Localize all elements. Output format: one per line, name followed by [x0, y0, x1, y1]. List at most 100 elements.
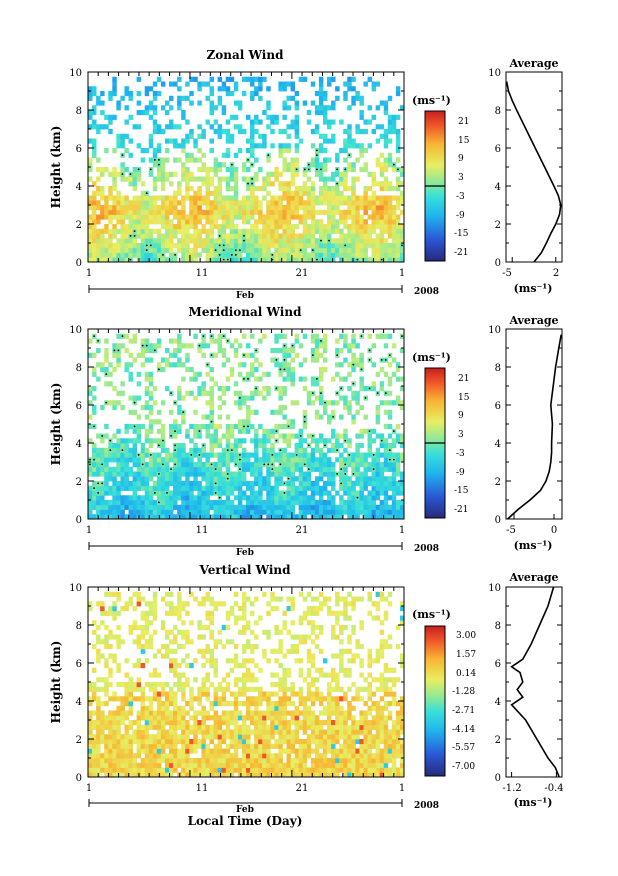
heatmap-cell [359, 357, 364, 363]
heatmap-cell [181, 767, 186, 773]
heatmap-cell [379, 167, 385, 173]
heatmap-cell [355, 509, 360, 515]
heatmap-cell [250, 648, 255, 654]
heatmap-cell [148, 490, 154, 496]
heatmap-cell [128, 625, 133, 631]
heatmap-cell [193, 481, 198, 487]
heatmap-cell [189, 705, 194, 711]
heatmap-cell [189, 686, 194, 692]
heatmap-cell [371, 176, 377, 182]
heatmap-cell [197, 433, 202, 439]
heatmap-cell [371, 190, 377, 196]
heatmap-cell [229, 509, 235, 515]
heatmap-cell [298, 76, 304, 82]
heatmap-cell [88, 257, 93, 263]
heatmap-cell [205, 734, 210, 740]
heatmap-cell [250, 95, 255, 101]
heatmap-cell [209, 105, 214, 111]
zero-contour-dot [239, 396, 241, 399]
zero-contour-dot [174, 444, 177, 447]
heatmap-cell [347, 167, 352, 173]
heatmap-cell [278, 247, 283, 253]
heatmap-cell [197, 390, 202, 396]
heatmap-cell [201, 209, 206, 215]
heatmap-cell [355, 91, 360, 97]
heatmap-cell [225, 762, 231, 768]
average-profile-line [505, 81, 562, 263]
heatmap-cell [225, 133, 231, 139]
heatmap-cell [314, 252, 320, 258]
heatmap-cell [237, 400, 243, 406]
heatmap-cell [173, 767, 178, 773]
heatmap-cell [310, 338, 316, 344]
heatmap-cell [331, 514, 336, 520]
heatmap-cell [116, 447, 121, 453]
heatmap-cell [152, 181, 158, 187]
heatmap-cell [254, 86, 259, 92]
heatmap-cell [136, 658, 142, 664]
heatmap-cell [318, 95, 324, 101]
heatmap-cell [96, 219, 101, 225]
heatmap-cell [96, 658, 101, 664]
heatmap-cell [132, 500, 138, 506]
heatmap-cell [266, 452, 271, 458]
heatmap-cell [92, 200, 97, 206]
heatmap-cell [112, 490, 117, 496]
heatmap-cell [104, 758, 109, 764]
heatmap-cell [250, 129, 255, 135]
heatmap-cell [387, 390, 393, 396]
heatmap-cell [108, 485, 113, 491]
heatmap-cell [322, 190, 328, 196]
heatmap-cell [290, 162, 296, 168]
heatmap-cell [286, 452, 291, 458]
zero-contour-dot [344, 439, 347, 442]
heatmap-cell [144, 376, 150, 382]
heatmap-cell [282, 86, 287, 92]
heatmap-cell [290, 124, 296, 130]
heatmap-cell [164, 753, 170, 759]
heatmap-cell [322, 176, 328, 182]
heatmap-cell [185, 152, 190, 158]
heatmap-cell [144, 105, 150, 111]
heatmap-cell [136, 724, 142, 730]
heatmap-cell [355, 124, 360, 130]
heatmap-cell [132, 195, 138, 201]
heatmap-cell [375, 495, 381, 501]
heatmap-cell [177, 610, 182, 616]
heatmap-cell [241, 758, 247, 764]
heatmap-cell [181, 143, 186, 149]
heatmap-cell [136, 228, 142, 234]
heatmap-cell [331, 214, 336, 220]
heatmap-cell [387, 400, 393, 406]
heatmap-cell [88, 386, 93, 392]
heatmap-cell [335, 152, 340, 158]
heatmap-cell [327, 176, 332, 182]
heatmap-cell [160, 682, 166, 688]
heatmap-cell [322, 114, 328, 120]
heatmap-cell [177, 762, 182, 768]
heatmap-cell [108, 190, 113, 196]
heatmap-cell [92, 620, 97, 626]
heatmap-cell [177, 181, 182, 187]
heatmap-cell [104, 338, 109, 344]
heatmap-cell [237, 252, 243, 258]
heatmap-cell [124, 209, 129, 215]
heatmap-cell [124, 167, 129, 173]
heatmap-cell [363, 514, 368, 520]
zero-contour-dot [222, 335, 225, 338]
heatmap-cell [225, 214, 231, 220]
heatmap-cell [290, 471, 296, 477]
heatmap-cell [262, 395, 267, 401]
heatmap-cell [339, 252, 344, 258]
zero-contour-dot [214, 491, 217, 494]
heatmap-cell [302, 214, 308, 220]
heatmap-cell [116, 462, 121, 468]
heatmap-cell [92, 691, 97, 697]
heatmap-cell [140, 629, 146, 635]
heatmap-cell [100, 252, 105, 258]
heatmap-cell [399, 490, 405, 496]
heatmap-cell [335, 443, 340, 449]
heatmap-cell [177, 758, 182, 764]
heatmap-cell [189, 176, 194, 182]
heatmap-cell [152, 200, 158, 206]
